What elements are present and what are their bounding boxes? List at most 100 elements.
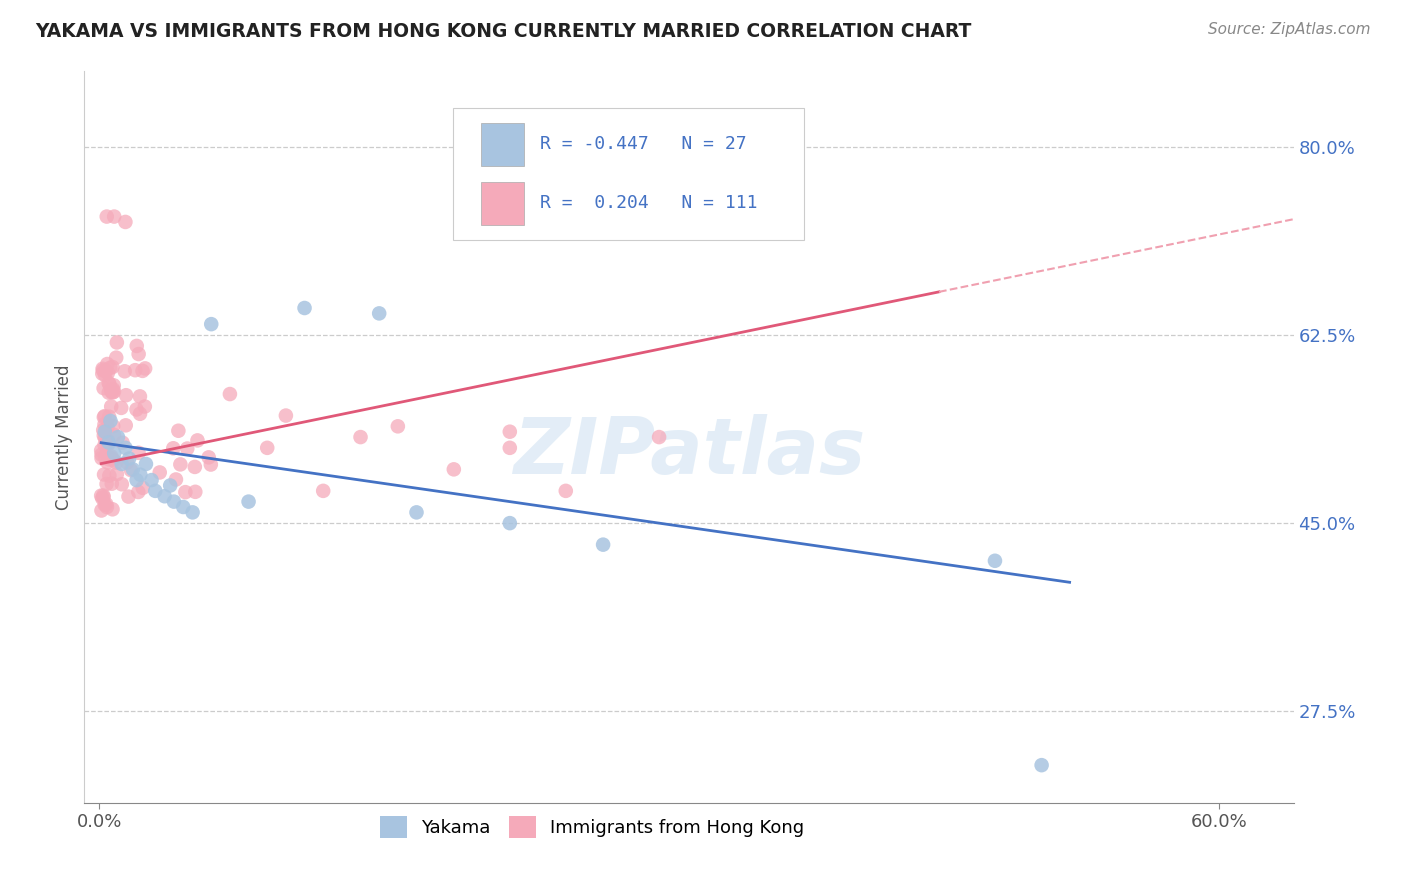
Point — [111, 457, 134, 471]
Point — [405, 505, 427, 519]
Legend: Yakama, Immigrants from Hong Kong: Yakama, Immigrants from Hong Kong — [373, 808, 811, 845]
Point — [100, 384, 122, 399]
Point — [105, 456, 128, 470]
Point — [93, 467, 115, 482]
Point — [200, 458, 222, 472]
Point — [122, 462, 145, 476]
Point — [174, 485, 197, 500]
Point — [97, 366, 120, 380]
Point — [256, 441, 278, 455]
Point — [91, 423, 114, 437]
Point — [91, 361, 114, 376]
Point — [101, 360, 124, 375]
Point — [197, 450, 219, 465]
Point — [349, 430, 371, 444]
Point — [238, 494, 260, 508]
Point — [124, 363, 146, 377]
Point — [93, 410, 115, 425]
Point — [134, 361, 156, 376]
Point — [129, 407, 152, 421]
Point — [90, 503, 112, 517]
Point — [96, 357, 118, 371]
Point — [105, 351, 128, 365]
Point — [105, 335, 128, 350]
Point — [554, 483, 576, 498]
Point — [103, 446, 125, 460]
Point — [93, 381, 115, 395]
Point — [184, 484, 207, 499]
Point — [100, 383, 122, 397]
Point — [141, 473, 163, 487]
Point — [115, 388, 138, 402]
Point — [129, 389, 152, 403]
Point — [387, 419, 409, 434]
Point — [499, 516, 522, 530]
Point — [96, 497, 118, 511]
Point — [91, 489, 114, 503]
Point — [186, 434, 208, 448]
Point — [97, 434, 120, 448]
Point — [499, 425, 522, 439]
Point — [128, 446, 150, 460]
Point — [159, 478, 181, 492]
Point — [118, 451, 141, 466]
Point — [294, 301, 316, 315]
Point — [90, 489, 112, 503]
Point — [96, 455, 118, 469]
Point — [125, 473, 148, 487]
Point — [127, 485, 149, 500]
Point — [101, 502, 124, 516]
Point — [169, 458, 191, 472]
Point — [274, 409, 297, 423]
Point — [131, 364, 153, 378]
Point — [368, 306, 391, 320]
Point — [143, 483, 166, 498]
Point — [592, 538, 614, 552]
Point — [90, 443, 112, 458]
Point — [98, 377, 121, 392]
Point — [499, 441, 522, 455]
Point — [96, 477, 118, 491]
Point — [125, 402, 148, 417]
Text: R =  0.204   N = 111: R = 0.204 N = 111 — [540, 194, 758, 212]
Point — [181, 505, 204, 519]
Point — [97, 435, 120, 450]
Point — [114, 441, 136, 455]
Point — [98, 409, 121, 424]
Point — [115, 456, 138, 470]
Point — [128, 347, 150, 361]
Point — [219, 387, 242, 401]
Point — [100, 450, 122, 465]
Point — [167, 424, 190, 438]
Point — [103, 378, 125, 392]
Point — [165, 473, 187, 487]
Point — [90, 448, 112, 462]
FancyBboxPatch shape — [481, 122, 524, 166]
Point — [114, 364, 136, 378]
Point — [103, 419, 125, 434]
Point — [94, 431, 117, 445]
Point — [312, 483, 335, 498]
Text: ZIPatlas: ZIPatlas — [513, 414, 865, 490]
Point — [91, 491, 114, 506]
Text: R = -0.447   N = 27: R = -0.447 N = 27 — [540, 136, 747, 153]
Point — [94, 364, 117, 378]
Point — [100, 414, 122, 428]
Point — [149, 466, 172, 480]
Point — [172, 500, 194, 514]
Point — [101, 476, 124, 491]
Point — [648, 430, 671, 444]
Point — [163, 494, 186, 508]
Point — [90, 451, 112, 466]
Point — [120, 463, 142, 477]
Point — [96, 210, 118, 224]
Point — [129, 467, 152, 482]
Point — [107, 430, 129, 444]
Point — [97, 385, 120, 400]
Point — [93, 428, 115, 442]
Point — [176, 442, 198, 456]
Point — [94, 368, 117, 382]
Point — [96, 420, 118, 434]
FancyBboxPatch shape — [453, 108, 804, 240]
Point — [111, 477, 134, 491]
